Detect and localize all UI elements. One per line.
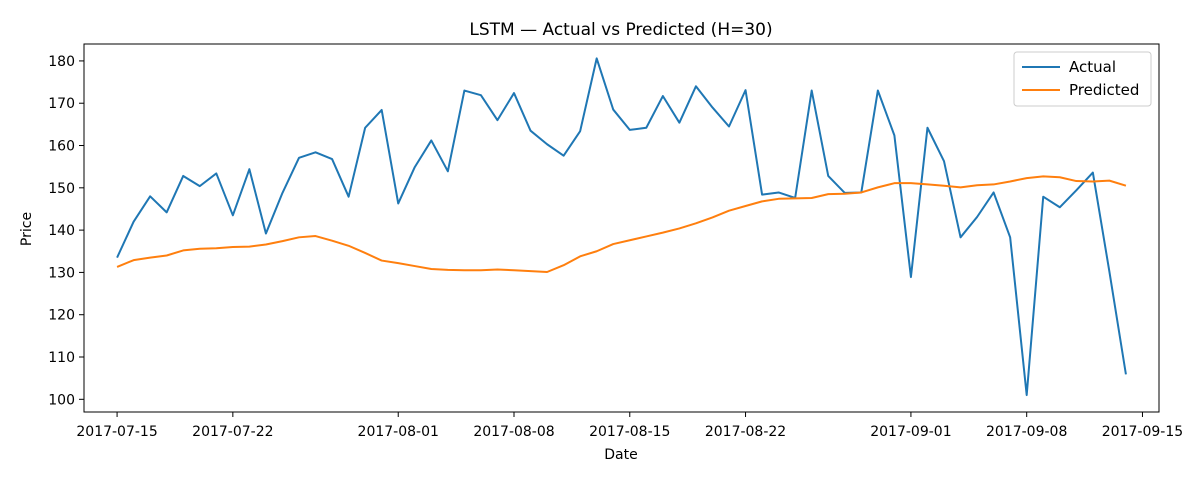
x-tick-label: 2017-09-08 <box>986 424 1067 440</box>
plot-area: 2017-07-15 2017-07-22 2017-08-01 2017-08-08… <box>48 43 1183 440</box>
legend: Actual Predicted <box>1013 51 1152 107</box>
axes-frame <box>83 43 1160 413</box>
y-tick-label: 100 <box>48 392 75 408</box>
y-tick-label: 130 <box>48 265 75 281</box>
x-tick-label: 2017-08-08 <box>473 424 554 440</box>
x-tick-label: 2017-08-01 <box>358 424 439 440</box>
y-tick-label: 170 <box>48 96 75 112</box>
y-tick-label: 140 <box>48 223 75 239</box>
y-tick-label: 150 <box>48 181 75 197</box>
y-axis-label: Price <box>19 212 35 246</box>
x-tick-label: 2017-09-01 <box>870 424 951 440</box>
x-tick-label: 2017-07-15 <box>76 424 157 440</box>
x-tick-label: 2017-08-15 <box>589 424 670 440</box>
x-axis-label: Date <box>604 447 637 463</box>
series-line-actual <box>116 57 1127 397</box>
x-tick-label: 2017-08-22 <box>705 424 786 440</box>
x-tick-label: 2017-09-15 <box>1102 424 1183 440</box>
y-tick-label: 160 <box>48 139 75 155</box>
y-tick-label: 110 <box>48 350 75 366</box>
x-tick-label: 2017-07-22 <box>192 424 273 440</box>
chart-title: LSTM — Actual vs Predicted (H=30) <box>469 20 772 40</box>
y-tick-label: 120 <box>48 308 75 324</box>
y-tick-label: 180 <box>48 54 75 70</box>
legend-box <box>1013 51 1152 107</box>
legend-label-actual: Actual <box>1069 58 1116 76</box>
series-line-predicted <box>116 175 1127 273</box>
legend-label-predicted: Predicted <box>1069 81 1139 99</box>
